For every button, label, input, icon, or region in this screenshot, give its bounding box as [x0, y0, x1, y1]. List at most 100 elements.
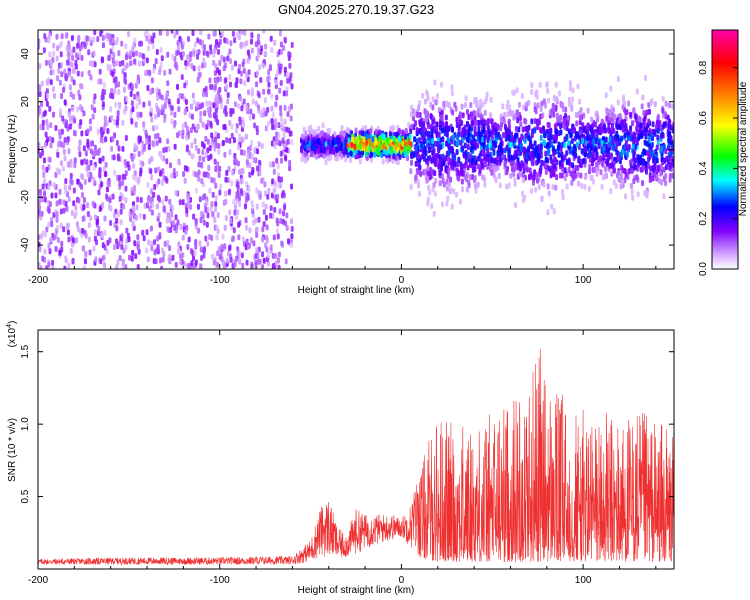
spectrogram-cell [197, 175, 201, 182]
x-tick-label: -100 [210, 275, 230, 286]
spectrogram-cell [611, 127, 615, 134]
spectrogram-cell [421, 121, 425, 128]
spectrogram-cell [392, 153, 396, 160]
spectrogram-cell [560, 172, 564, 179]
spectrogram-cell [644, 74, 648, 81]
spectrogram-cell [327, 139, 331, 146]
spectrogram-cell [467, 114, 471, 121]
spectrogram-cell [279, 150, 283, 157]
spectrogram-cell [288, 62, 292, 69]
spectrogram-cell [41, 230, 45, 237]
spectrogram-cell [315, 138, 319, 145]
spectrogram-cell [470, 157, 474, 164]
spectrogram-cell [583, 184, 587, 191]
spectrogram-cell [55, 200, 59, 207]
spectrogram-cell [117, 145, 121, 152]
spectrogram-cell [134, 214, 138, 221]
spectrogram-cell [240, 187, 244, 194]
spectrogram-cell [608, 108, 612, 115]
spectrogram-cell [123, 71, 127, 78]
spectrogram-cell [485, 129, 489, 136]
spectrogram-cell [135, 79, 139, 86]
spectrogram-cell [88, 125, 92, 132]
spectrogram-cell [260, 177, 264, 184]
spectrogram-cell [542, 130, 546, 137]
spectrogram-cell [284, 220, 288, 227]
spectrogram-cell [77, 145, 81, 152]
spectrogram-cell [434, 177, 438, 184]
spectrogram-cell [159, 30, 163, 36]
spectrogram-cell [117, 81, 121, 88]
spectrogram-cell [266, 260, 270, 267]
spectrogram-cell [188, 112, 192, 119]
spectrogram-cell [220, 54, 224, 61]
spectrogram-cell [481, 149, 485, 156]
spectrogram-cell [537, 154, 541, 161]
spectrogram-cell [62, 199, 66, 206]
spectrogram-cell [271, 178, 275, 185]
spectrogram-cell [438, 124, 442, 131]
spectrogram-cell [634, 164, 638, 171]
spectrogram-cell [180, 43, 184, 50]
spectrogram-cell [537, 183, 541, 190]
spectrogram-cell [170, 118, 174, 125]
spectrogram-cell [512, 137, 516, 144]
spectrogram-cell [257, 107, 261, 114]
y-tick-label: 1.5 [20, 344, 31, 358]
spectrogram-cell [241, 262, 245, 269]
spectrogram-cell [157, 166, 161, 173]
spectrogram-cell [607, 155, 611, 162]
spectrogram-cell [137, 150, 141, 157]
spectrogram-cell [494, 177, 498, 184]
spectrogram-cell [603, 166, 607, 173]
spectrogram-cell [43, 178, 47, 185]
spectrogram-cell [217, 246, 221, 253]
spectrogram-cell [501, 103, 505, 110]
spectrogram-cell [529, 140, 533, 147]
spectrogram-cell [224, 105, 228, 112]
spectrogram-cell [254, 253, 258, 260]
spectrogram-cell [579, 162, 583, 169]
spectrogram-cell [279, 79, 283, 86]
spectrogram-cell [39, 124, 43, 131]
spectrogram-cell [236, 184, 240, 191]
spectrogram-cell [539, 106, 543, 113]
spectrogram-cell [219, 183, 223, 190]
spectrogram-cell [470, 111, 474, 118]
spectrogram-cell [181, 234, 185, 241]
spectrogram-cell [521, 177, 525, 184]
spectrogram-cell [610, 122, 614, 129]
x-tick-label: 0 [399, 275, 405, 286]
spectrogram-cell [217, 149, 221, 156]
spectrogram-cell [535, 177, 539, 184]
spectrogram-cell [661, 95, 665, 102]
spectrogram-cell [61, 165, 65, 172]
x-tick-label: -200 [28, 275, 48, 286]
spectrogram-cell [112, 154, 116, 161]
spectrogram-cell [491, 123, 495, 130]
spectrogram-cell [605, 108, 609, 115]
spectrogram-cell [223, 151, 227, 158]
spectrogram-cell [572, 143, 576, 150]
spectrogram-cell [38, 107, 42, 114]
spectrogram-cell [89, 140, 93, 147]
spectrogram-cell [577, 180, 581, 187]
spectrogram-cell [525, 101, 529, 108]
spectrogram-cell [482, 175, 486, 182]
spectrogram-cell [150, 240, 154, 247]
spectrogram-cell [200, 39, 204, 46]
spectrogram-cell [66, 59, 70, 66]
spectrogram-cell [214, 195, 218, 202]
spectrogram-cell [276, 163, 280, 170]
spectrogram-cell [62, 226, 66, 233]
spectrogram-cell [498, 134, 502, 141]
spectrogram-cell [666, 158, 670, 165]
spectrogram-cell [525, 152, 529, 159]
spectrogram-cell [440, 173, 444, 180]
spectrogram-cell [530, 158, 534, 165]
spectrogram-cell [649, 100, 653, 107]
spectrogram-cell [166, 51, 170, 58]
spectrogram-cell [444, 140, 448, 147]
spectrogram-cell [145, 229, 149, 236]
spectrogram-cell [414, 120, 418, 127]
